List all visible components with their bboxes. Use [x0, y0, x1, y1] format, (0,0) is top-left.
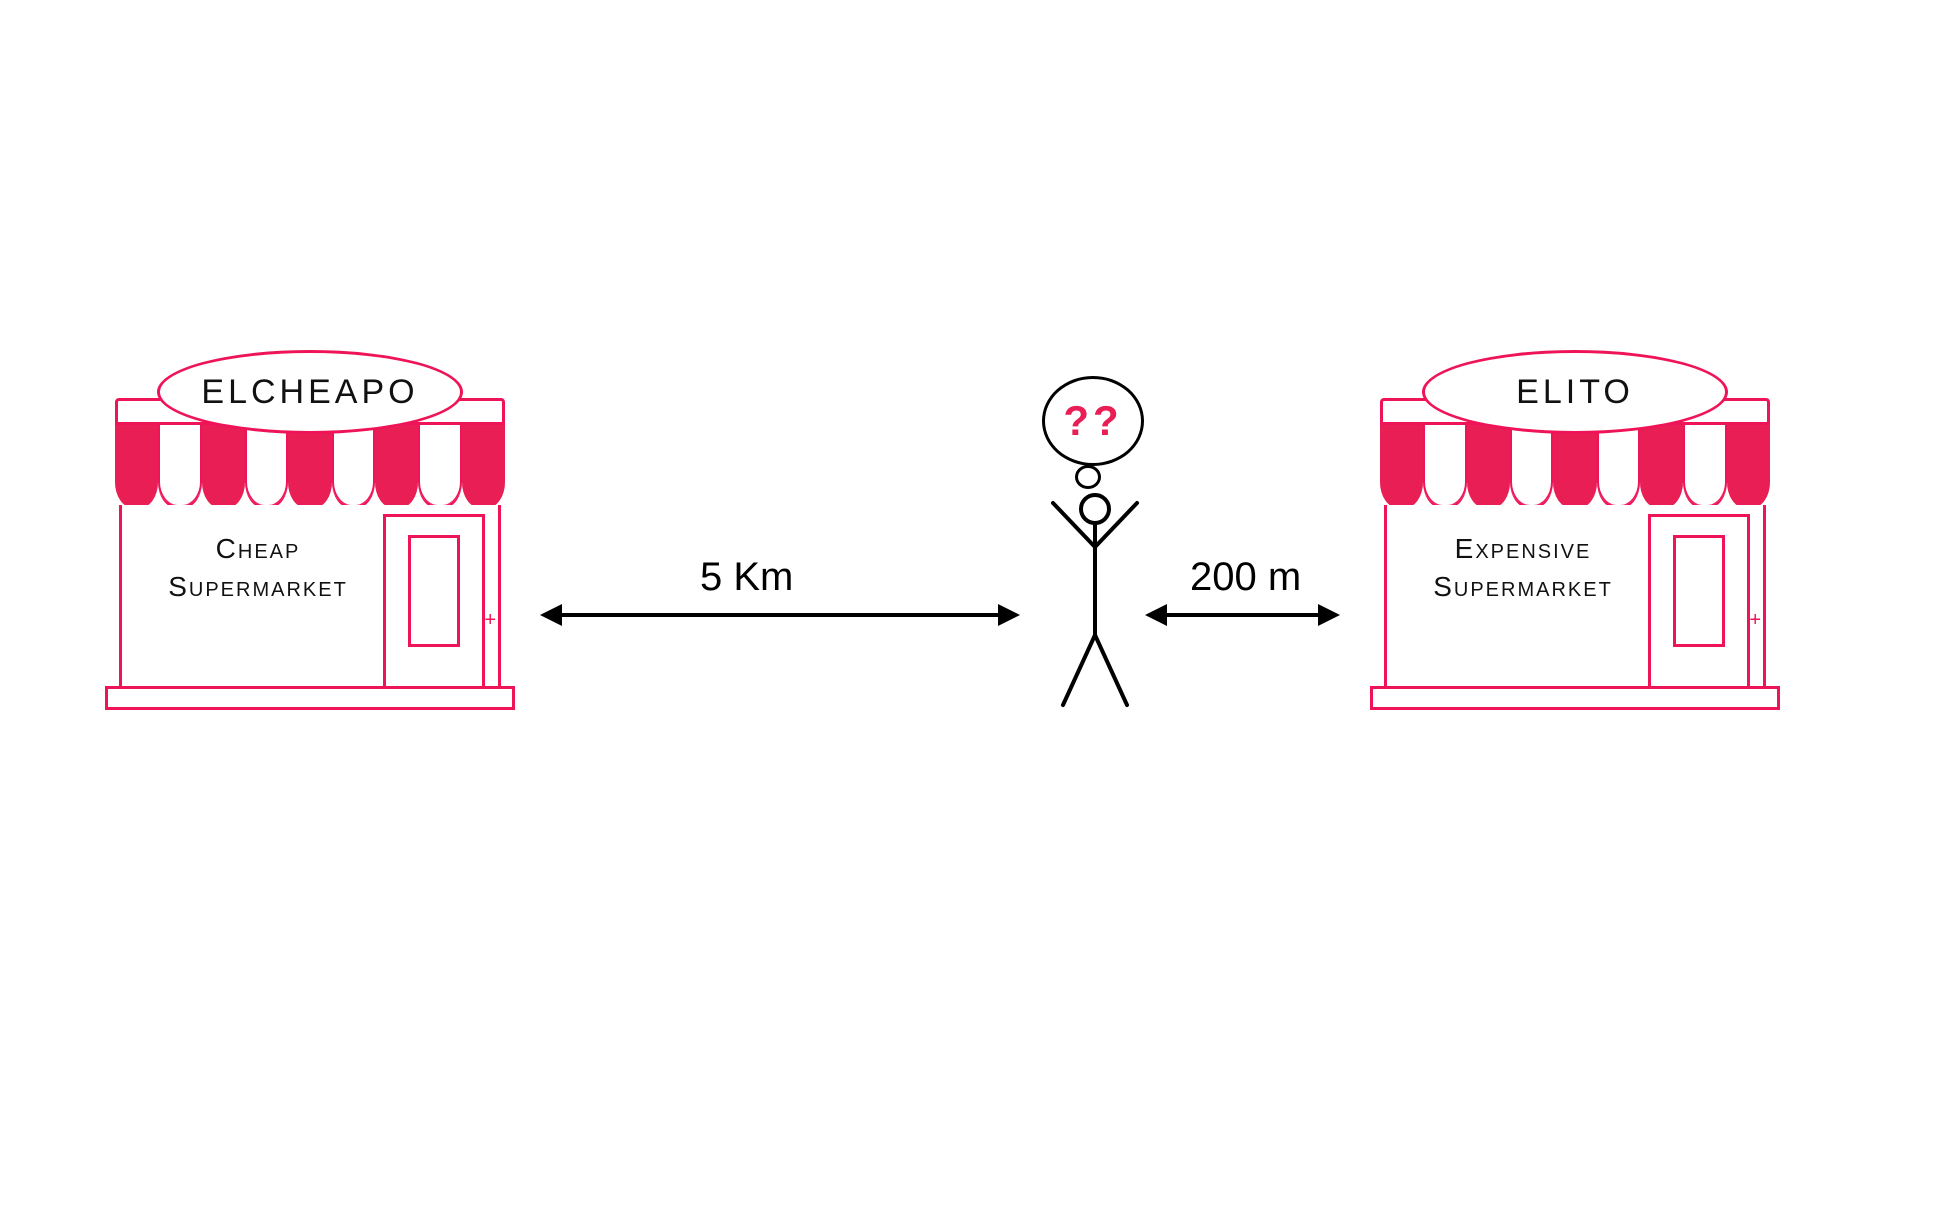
arrow-left-head-right-icon — [998, 604, 1020, 626]
person-icon — [1035, 485, 1155, 725]
diagram-canvas: + ELCHEAPO Cheap Supermarket + ELITO Exp… — [0, 0, 1935, 1214]
store-right-awning — [1380, 422, 1770, 508]
store-left-label-line1: Cheap — [216, 533, 301, 564]
thought-bubble: ?? — [1042, 376, 1144, 466]
store-right-label-line2: Supermarket — [1433, 571, 1613, 602]
store-left: + ELCHEAPO Cheap Supermarket — [105, 350, 515, 710]
store-left-sign-text: ELCHEAPO — [201, 373, 418, 412]
arrow-left-head-left-icon — [540, 604, 562, 626]
store-left-awning — [115, 422, 505, 508]
store-left-label: Cheap Supermarket — [133, 530, 383, 606]
store-right-label-line1: Expensive — [1455, 533, 1592, 564]
store-right-door: + — [1648, 514, 1750, 690]
arrow-left-line — [560, 613, 1000, 617]
distance-right-label: 200 m — [1190, 555, 1301, 600]
store-right-sign-text: ELITO — [1516, 373, 1634, 412]
store-right-label: Expensive Supermarket — [1398, 530, 1648, 606]
door-knob-icon: + — [484, 609, 496, 632]
store-left-door: + — [383, 514, 485, 690]
store-right-plinth — [1370, 686, 1780, 710]
store-left-label-line2: Supermarket — [168, 571, 348, 602]
store-left-sign: ELCHEAPO — [157, 350, 463, 434]
distance-left-label: 5 Km — [700, 555, 793, 600]
door-knob-icon: + — [1749, 609, 1761, 632]
arrow-right-head-right-icon — [1318, 604, 1340, 626]
store-left-plinth — [105, 686, 515, 710]
arrow-right-line — [1165, 613, 1320, 617]
store-right: + ELITO Expensive Supermarket — [1370, 350, 1780, 710]
thought-text: ?? — [1063, 397, 1122, 445]
store-right-sign: ELITO — [1422, 350, 1728, 434]
